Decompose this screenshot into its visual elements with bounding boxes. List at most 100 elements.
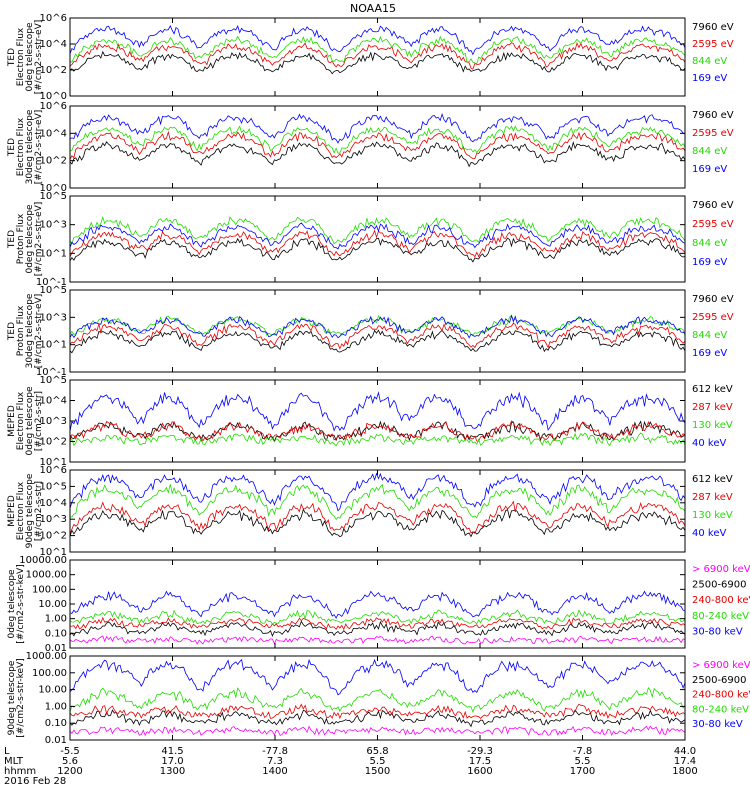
y-axis-title: TED xyxy=(7,230,17,249)
footer-value-hhmm: 1200 xyxy=(57,766,82,777)
y-tick-label: 10^4 xyxy=(40,498,67,509)
y-axis-title: [#/cm2-s-str-eV] xyxy=(34,202,44,277)
panel-frame xyxy=(69,655,686,741)
y-axis-title: Electron Flux xyxy=(16,117,26,176)
footer-row-label: L xyxy=(4,746,10,757)
legend-entry: 30-80 keV xyxy=(692,719,743,730)
series-line-3-2 xyxy=(69,229,686,258)
series-line-4-1 xyxy=(69,329,686,354)
footer-value-l: 44.0 xyxy=(674,746,696,757)
y-axis-title: 0deg telescope xyxy=(7,569,17,639)
y-axis-title: [#/cm2-s-str-keV] xyxy=(16,564,26,643)
y-axis-title: [#/cm2-s-str] xyxy=(34,481,44,541)
series-line-5-2 xyxy=(69,420,686,442)
series-line-5-3 xyxy=(69,432,686,447)
legend-entry: 612 keV xyxy=(692,474,733,485)
y-tick-label: 10^4 xyxy=(40,396,67,407)
series-line-8-2 xyxy=(69,709,686,728)
y-tick-label: 10^4 xyxy=(40,39,67,50)
series-line-2-1 xyxy=(69,140,686,168)
legend-entry: 130 keV xyxy=(692,420,733,431)
series-line-7-5 xyxy=(69,590,686,619)
y-axis-title: Electron Flux xyxy=(16,27,26,86)
y-tick-label: 10^5 xyxy=(40,481,67,492)
legend-entry: 844 eV xyxy=(692,56,727,67)
series-line-5-4 xyxy=(69,391,686,432)
series-line-3-3 xyxy=(69,215,686,245)
legend-entry: 287 keV xyxy=(692,492,733,503)
series-line-8-3 xyxy=(69,703,686,720)
panel-frame xyxy=(69,379,686,463)
y-tick-label: 10^3 xyxy=(40,312,67,323)
series-line-1-1 xyxy=(69,50,686,75)
footer-row-label: MLT xyxy=(4,756,24,767)
footer-value-mlt: 17.5 xyxy=(469,756,491,767)
footer-value-mlt: 7.3 xyxy=(267,756,283,767)
legend-entry: 2595 eV xyxy=(692,312,734,323)
footer-value-hhmm: 1500 xyxy=(365,766,390,777)
y-axis-title: 0deg telescope xyxy=(25,22,35,92)
y-tick-label: 10^6 xyxy=(40,13,67,24)
panel-3: 7960 eV 2595 eV 844 eV 169 eV 10^-1 10^1 10^3 1… xyxy=(7,191,734,288)
footer-value-mlt: 5.6 xyxy=(62,756,78,767)
legend-entry: 844 eV xyxy=(692,146,727,157)
y-axis-title: Proton Flux xyxy=(16,213,26,264)
series-line-7-3 xyxy=(69,616,686,631)
legend-entry: 287 keV xyxy=(692,402,733,413)
footer-value-l: -29.3 xyxy=(467,746,493,757)
series-line-6-1 xyxy=(69,508,686,538)
footer-value-l: -7.8 xyxy=(573,746,593,757)
y-tick-label: 10000.00 xyxy=(19,555,67,566)
panel-1: 7960 eV 2595 eV 844 eV 169 eV 10^0 10^2 10^4 10… xyxy=(7,13,734,102)
panel-frame xyxy=(69,559,686,649)
footer-value-l: 41.5 xyxy=(161,746,183,757)
y-tick-label: 10^4 xyxy=(40,128,67,139)
y-axis-title: 30deg telescope xyxy=(25,293,35,368)
legend-entry: 844 eV xyxy=(692,330,727,341)
series-line-6-2 xyxy=(69,500,686,535)
footer-value-mlt: 5.5 xyxy=(370,756,386,767)
footer-value-hhmm: 1800 xyxy=(672,766,697,777)
legend-entry: 7960 eV xyxy=(692,22,734,33)
footer-value-l: 65.8 xyxy=(366,746,388,757)
y-tick-label: 0.01 xyxy=(45,735,67,746)
legend-entry: 169 eV xyxy=(692,348,727,359)
series-line-4-4 xyxy=(69,314,686,339)
series-line-2-4 xyxy=(69,113,686,144)
y-tick-label: 10^0 xyxy=(40,91,67,102)
panel-5: 612 keV 287 keV 130 keV 40 keV 10^1 10^2 10^3 1… xyxy=(7,375,733,468)
legend-entry: 240-800 keV xyxy=(692,690,750,701)
y-axis-title: 30deg telescope xyxy=(25,109,35,184)
footer-value-hhmm: 1300 xyxy=(160,766,185,777)
y-tick-label: 10^1 xyxy=(40,248,67,259)
y-tick-label: 10^5 xyxy=(40,285,67,296)
footer-value-mlt: 5.5 xyxy=(575,756,591,767)
y-axis-title: Electron Flux xyxy=(16,391,26,450)
y-axis-title: [#/cm2-s-str-eV] xyxy=(34,110,44,185)
y-tick-label: 10^6 xyxy=(40,465,67,476)
legend-entry: 169 eV xyxy=(692,257,727,268)
footer-value-mlt: 17.4 xyxy=(674,756,696,767)
y-axis-title: TED xyxy=(7,322,17,341)
y-tick-label: 10^2 xyxy=(40,65,67,76)
series-line-1-3 xyxy=(69,35,686,65)
legend-entry: 2595 eV xyxy=(692,219,734,230)
legend-entry: 30-80 keV xyxy=(692,626,743,637)
legend-entry: 169 eV xyxy=(692,73,727,84)
footer-value-l: -5.5 xyxy=(60,746,80,757)
footer-value-l: -77.8 xyxy=(262,746,288,757)
series-line-3-1 xyxy=(69,237,686,263)
y-tick-label: 10^0 xyxy=(40,183,67,194)
series-line-7-1 xyxy=(69,635,686,645)
y-axis-title: 90deg telescope xyxy=(25,473,35,548)
y-tick-label: 10.00 xyxy=(38,599,67,610)
series-line-8-5 xyxy=(69,658,686,696)
legend-entry: 40 keV xyxy=(692,528,726,539)
y-tick-label: 10^2 xyxy=(40,437,67,448)
series-line-8-4 xyxy=(69,686,686,714)
panel-4: 7960 eV 2595 eV 844 eV 169 eV 10^-1 10^1 10^3 1… xyxy=(7,285,734,378)
y-axis-title: Electron Flux xyxy=(16,481,26,540)
series-line-6-3 xyxy=(69,483,686,520)
